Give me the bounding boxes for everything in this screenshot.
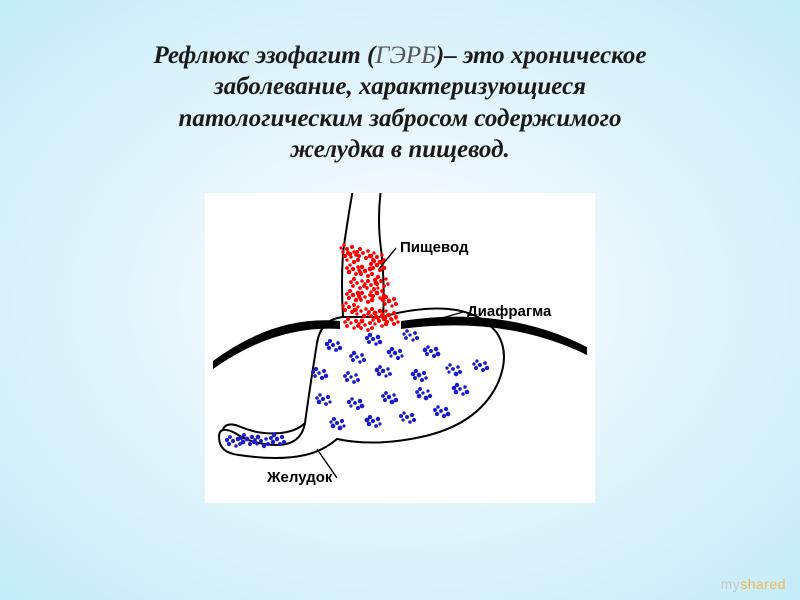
label-leader-lines xyxy=(317,248,463,478)
slide-title: Рефлюкс эзофагит (ГЭРБ)– это хроническое… xyxy=(154,40,647,165)
watermark-my: my xyxy=(721,576,741,592)
pylorus-outline xyxy=(223,423,305,433)
stomach-contents-dots xyxy=(225,329,489,448)
watermark-shared: shared xyxy=(740,576,786,592)
reflux-dots xyxy=(339,243,399,332)
label-diaphragm: Диафрагма xyxy=(467,303,551,320)
stomach-outline xyxy=(219,309,504,459)
diaphragm-left xyxy=(213,320,340,369)
title-line1-post: )– это хроническое xyxy=(436,42,647,69)
title-abbr: ГЭРБ xyxy=(375,42,436,69)
title-line3: патологическим забросом содержимого xyxy=(178,105,621,132)
title-line4: желудка в пищевод. xyxy=(290,136,509,163)
label-esophagus: Пищевод xyxy=(400,239,469,256)
title-line1-pre: Рефлюкс эзофагит ( xyxy=(154,42,376,69)
title-line2: заболевание, характеризующиеся xyxy=(214,73,586,100)
label-stomach: Желудок xyxy=(267,469,332,486)
watermark: myshared xyxy=(721,576,786,592)
anatomy-diagram: Пищевод Диафрагма Желудок xyxy=(205,193,595,503)
